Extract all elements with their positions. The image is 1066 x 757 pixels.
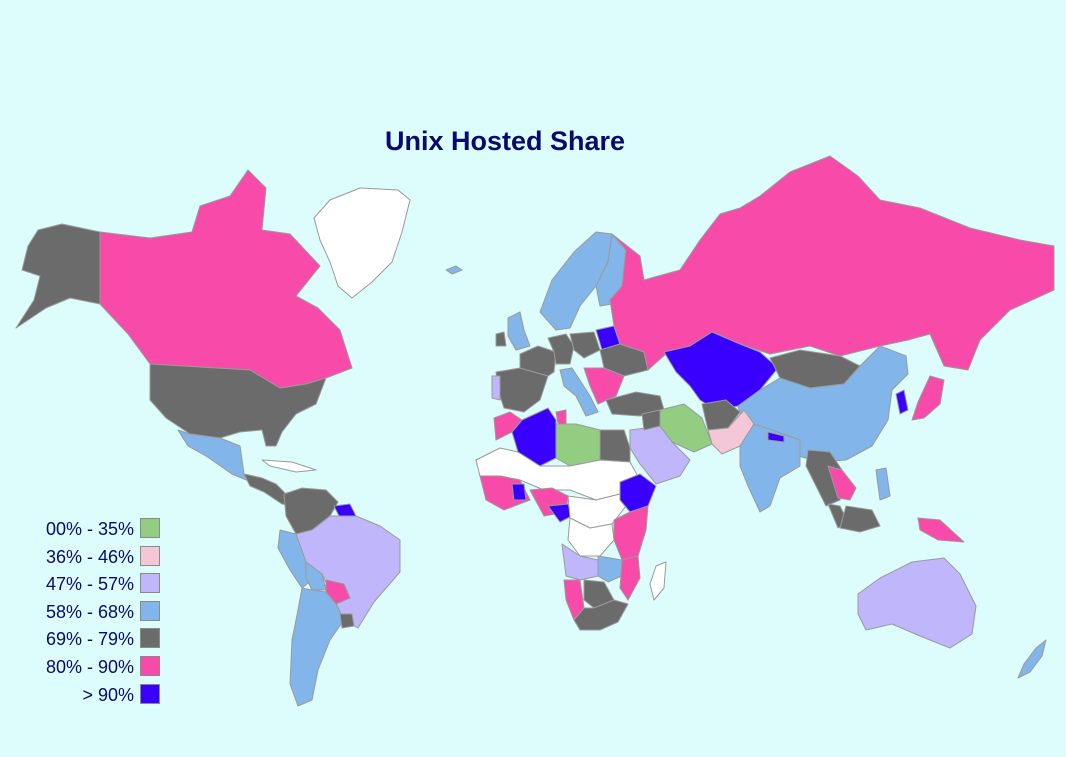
legend-item: 80% - 90% — [18, 654, 168, 682]
region-congo — [567, 517, 615, 557]
region-russia — [609, 155, 1055, 371]
region-iraq — [641, 409, 661, 431]
region-indonesia — [839, 505, 881, 533]
region-japan — [911, 375, 945, 421]
region-alaska — [15, 223, 101, 329]
region-spain — [495, 367, 549, 413]
region-thailand — [827, 465, 857, 501]
legend-swatch — [140, 545, 160, 566]
region-paraguay — [325, 579, 351, 605]
legend-label: 00% - 35% — [45, 519, 134, 539]
legend-swatch — [140, 518, 160, 538]
legend-item: 69% - 79% — [18, 626, 168, 654]
region-greenland — [313, 187, 411, 299]
region-madagascar — [649, 561, 667, 601]
region-france — [519, 345, 557, 377]
legend-item: 47% - 57% — [18, 571, 168, 599]
region-canada — [99, 169, 353, 389]
legend: 00% - 35% 36% - 46% 47% - 57% 58% - 68% 69% … — [18, 516, 168, 709]
region-india — [739, 423, 801, 513]
region-saudi-arabia — [629, 425, 691, 485]
region-egypt — [599, 429, 631, 463]
region-uruguay — [339, 613, 355, 629]
region-balkans — [583, 367, 625, 405]
region-nepal — [767, 431, 785, 443]
region-tunisia — [555, 409, 567, 425]
region-italy — [559, 367, 599, 417]
region-libya — [555, 423, 601, 467]
region-ghana — [511, 483, 527, 501]
region-argentina-chile — [289, 587, 345, 707]
region-new-guinea — [917, 517, 965, 543]
legend-label: 36% - 46% — [45, 546, 134, 567]
region-afghanistan — [701, 399, 741, 431]
legend-label: 47% - 57% — [45, 574, 134, 595]
region-mozambique — [619, 555, 641, 601]
region-usa — [149, 363, 327, 447]
legend-swatch — [140, 573, 160, 594]
region-australia — [857, 557, 977, 649]
region-peru — [277, 529, 313, 589]
legend-swatch — [140, 683, 160, 704]
region-portugal — [491, 375, 501, 401]
region-cuba — [261, 459, 317, 473]
region-philippines — [875, 467, 891, 501]
map-title: Unix Hosted Share — [384, 126, 626, 156]
region-bolivia — [305, 561, 327, 591]
region-germany — [547, 333, 575, 365]
legend-item: > 90% — [18, 682, 168, 710]
region-new-zealand — [1017, 639, 1047, 679]
region-ireland — [495, 331, 507, 347]
region-south-africa — [573, 599, 629, 631]
legend-swatch — [140, 655, 160, 676]
region-zambia — [597, 555, 627, 583]
region-indochina — [805, 449, 843, 507]
legend-label: 69% - 79% — [45, 629, 134, 650]
legend-item: 00% - 35% — [18, 516, 168, 544]
legend-item: 58% - 68% — [18, 599, 168, 627]
legend-swatch — [140, 600, 160, 621]
region-iceland — [445, 265, 463, 275]
region-uk — [507, 311, 531, 351]
legend-swatch — [140, 628, 160, 649]
legend-label: > 90% — [82, 684, 134, 705]
region-kenya-tanzania — [613, 505, 649, 561]
region-poland — [569, 331, 601, 359]
region-ethiopia — [619, 473, 657, 513]
legend-item: 36% - 46% — [18, 544, 168, 572]
legend-label: 80% - 90% — [45, 656, 134, 677]
region-korea — [895, 389, 909, 415]
legend-label: 58% - 68% — [45, 601, 134, 622]
